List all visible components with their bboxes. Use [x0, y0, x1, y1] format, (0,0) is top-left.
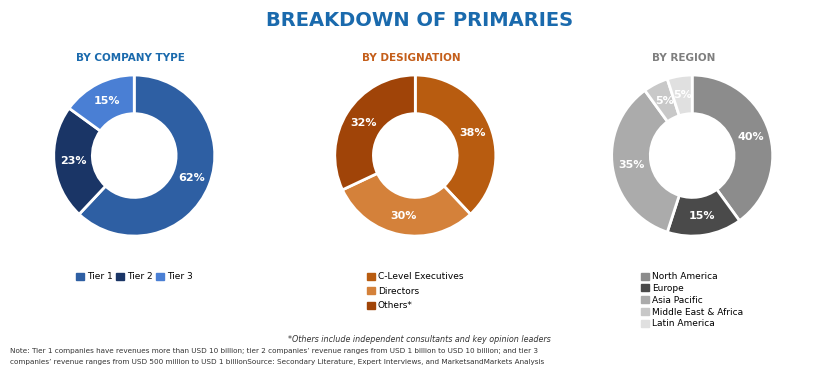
Wedge shape	[667, 75, 692, 116]
Text: 15%: 15%	[93, 96, 120, 106]
Wedge shape	[415, 75, 496, 214]
Text: 23%: 23%	[60, 156, 86, 166]
Text: Note: Tier 1 companies have revenues more than USD 10 billion; tier 2 companies’: Note: Tier 1 companies have revenues mor…	[10, 348, 538, 354]
Text: BREAKDOWN OF PRIMARIES: BREAKDOWN OF PRIMARIES	[266, 11, 573, 30]
Text: 5%: 5%	[655, 96, 674, 106]
Text: 5%: 5%	[673, 90, 692, 100]
Text: 40%: 40%	[737, 132, 763, 142]
Text: companies’ revenue ranges from USD 500 million to USD 1 billionSource: Secondary: companies’ revenue ranges from USD 500 m…	[10, 359, 545, 365]
Legend: Tier 1, Tier 2, Tier 3: Tier 1, Tier 2, Tier 3	[72, 269, 196, 285]
Wedge shape	[612, 90, 680, 232]
Legend: North America, Europe, Asia Pacific, Middle East & Africa, Latin America: North America, Europe, Asia Pacific, Mid…	[638, 269, 747, 332]
Wedge shape	[645, 79, 680, 122]
Text: 15%: 15%	[689, 211, 715, 221]
Wedge shape	[335, 75, 415, 190]
Text: 35%: 35%	[618, 160, 645, 170]
Text: 30%: 30%	[391, 211, 417, 221]
Text: 38%: 38%	[459, 128, 486, 138]
Wedge shape	[667, 190, 739, 236]
Wedge shape	[54, 108, 106, 214]
Text: 62%: 62%	[178, 173, 205, 183]
Wedge shape	[692, 75, 773, 221]
Text: BY DESIGNATION: BY DESIGNATION	[362, 53, 461, 63]
Wedge shape	[342, 173, 471, 236]
Text: BY REGION: BY REGION	[652, 53, 716, 63]
Wedge shape	[69, 75, 134, 131]
Legend: C-Level Executives, Directors, Others*: C-Level Executives, Directors, Others*	[363, 269, 467, 314]
Text: BY COMPANY TYPE: BY COMPANY TYPE	[76, 53, 185, 63]
Wedge shape	[79, 75, 215, 236]
Text: 32%: 32%	[351, 118, 377, 128]
Text: *Others include independent consultants and key opinion leaders: *Others include independent consultants …	[288, 335, 551, 344]
